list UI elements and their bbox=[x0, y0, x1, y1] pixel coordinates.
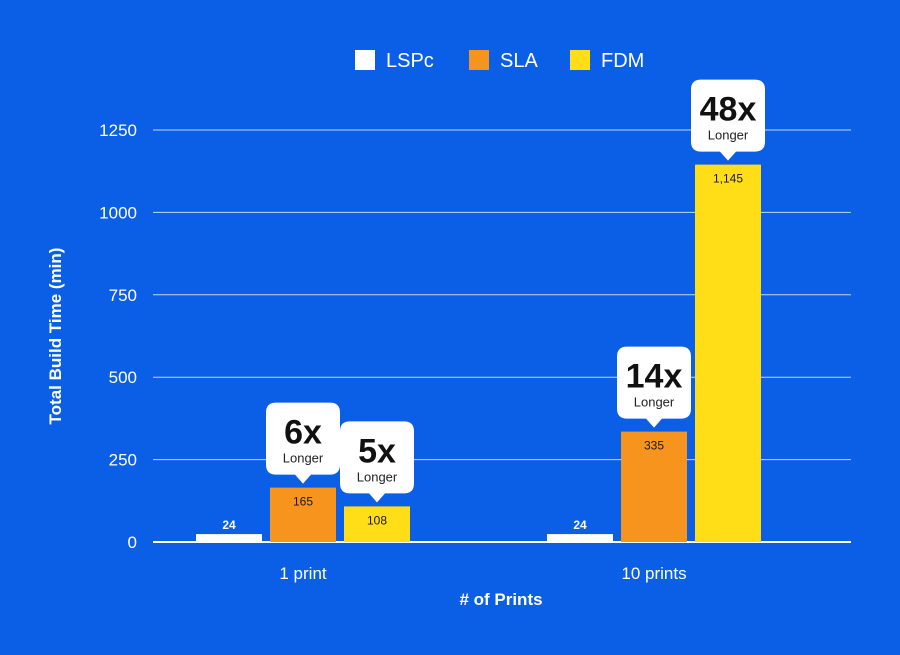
bar-lspc-1 bbox=[547, 534, 613, 542]
callout-caption: Longer bbox=[634, 395, 675, 410]
callout-multiplier: 48x bbox=[700, 91, 757, 129]
y-tick-label: 500 bbox=[109, 368, 137, 387]
x-tick-label: 10 prints bbox=[621, 564, 686, 583]
y-tick-labels: 0 250 500 750 1000 1250 bbox=[99, 121, 137, 552]
legend-item-fdm: FDM bbox=[570, 50, 644, 72]
callout-caption: Longer bbox=[283, 451, 324, 466]
data-label: 108 bbox=[367, 513, 387, 527]
callout-multiplier: 14x bbox=[626, 358, 683, 396]
callout-caption: Longer bbox=[357, 469, 398, 484]
legend-label: FDM bbox=[601, 50, 644, 72]
data-label: 24 bbox=[222, 518, 236, 532]
callout-multiplier: 6x bbox=[284, 414, 322, 452]
bars: 24 24 165 335 108 1,145 bbox=[196, 164, 761, 542]
legend-item-lspc: LSPc bbox=[355, 50, 434, 72]
x-tick-label: 1 print bbox=[279, 564, 327, 583]
bar-sla-1 bbox=[621, 431, 687, 542]
data-label: 335 bbox=[644, 439, 664, 453]
callout-multiplier: 5x bbox=[358, 432, 396, 470]
callout-shape bbox=[266, 402, 340, 484]
x-tick-labels: 1 print 10 prints bbox=[279, 564, 686, 583]
y-tick-label: 1250 bbox=[99, 121, 137, 140]
data-label: 24 bbox=[573, 518, 587, 532]
data-label: 165 bbox=[293, 495, 313, 509]
y-tick-label: 0 bbox=[128, 533, 137, 552]
y-tick-label: 250 bbox=[109, 451, 137, 470]
bar-sla-0 bbox=[270, 487, 336, 542]
y-tick-label: 1000 bbox=[99, 203, 137, 222]
y-tick-label: 750 bbox=[109, 286, 137, 305]
bar-fdm-0 bbox=[344, 506, 410, 542]
callout-shape bbox=[617, 346, 691, 428]
callout-shape bbox=[340, 421, 414, 503]
bar-fdm-1 bbox=[695, 164, 761, 542]
legend-swatch bbox=[355, 50, 375, 70]
legend-swatch bbox=[469, 50, 489, 70]
y-axis-title: Total Build Time (min) bbox=[46, 248, 65, 425]
x-axis-title: # of Prints bbox=[459, 590, 542, 609]
bar-lspc-0 bbox=[196, 534, 262, 542]
legend-label: LSPc bbox=[386, 50, 434, 72]
legend: LSPc SLA FDM bbox=[355, 50, 644, 72]
legend-swatch bbox=[570, 50, 590, 70]
callout-caption: Longer bbox=[708, 128, 749, 143]
data-label: 1,145 bbox=[713, 172, 743, 186]
legend-label: SLA bbox=[500, 50, 538, 72]
legend-item-sla: SLA bbox=[469, 50, 538, 72]
callout-shape bbox=[691, 79, 765, 161]
